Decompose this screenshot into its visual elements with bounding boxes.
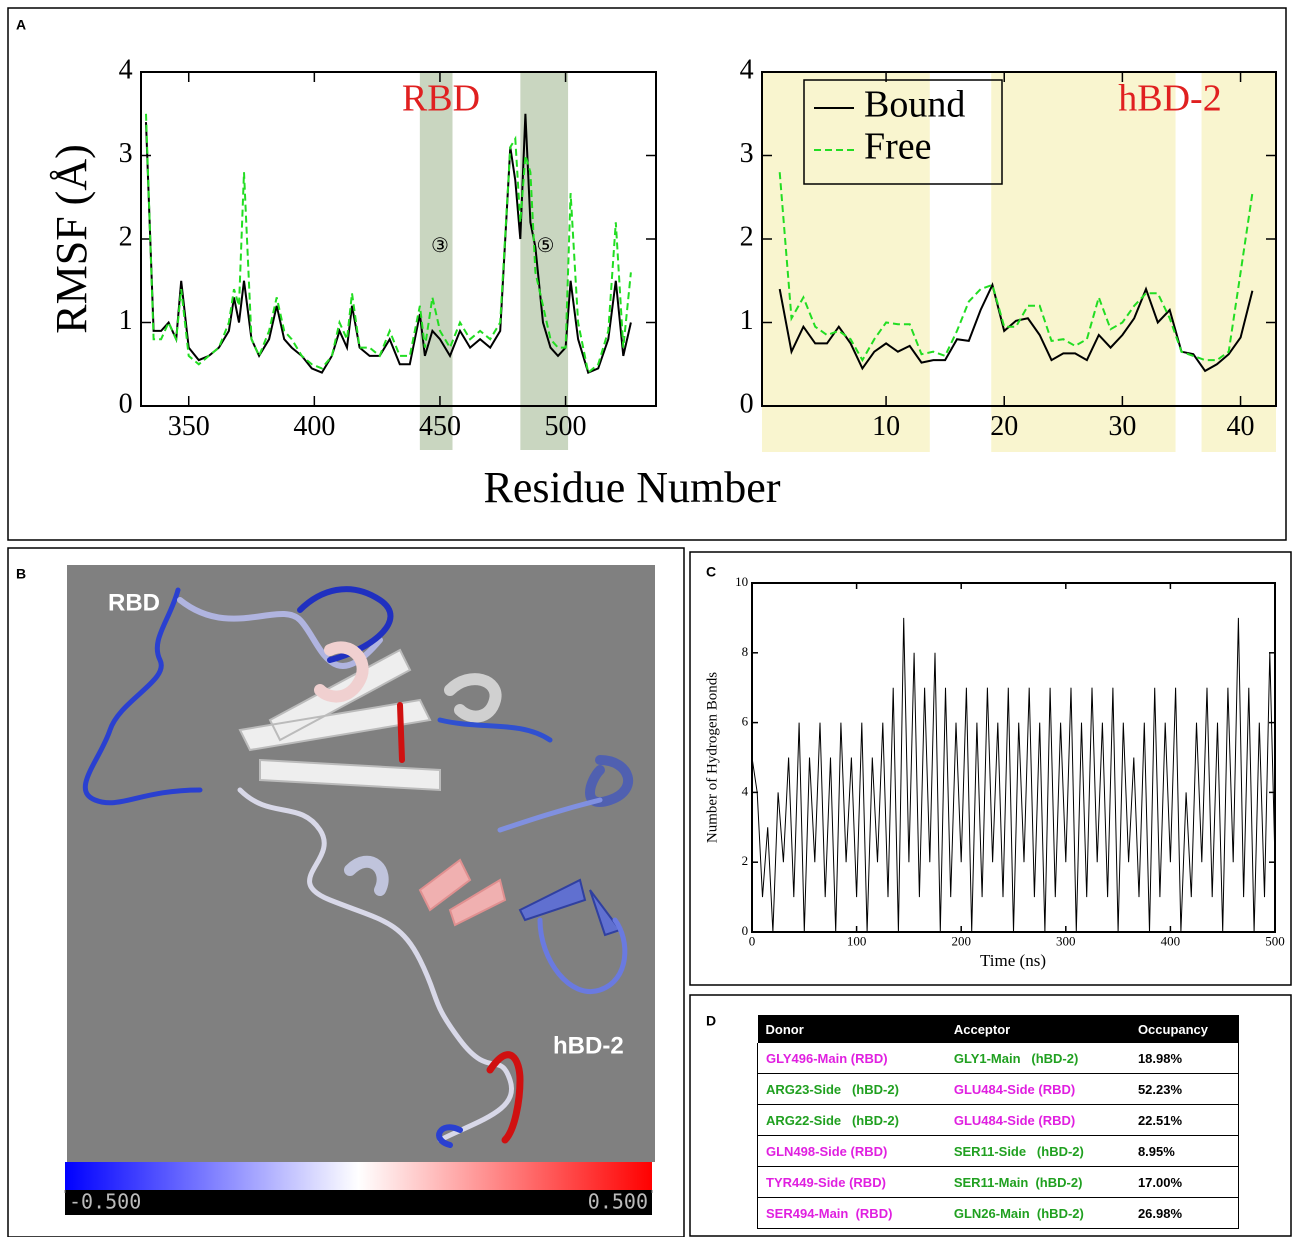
x-tick-label: 400 <box>293 411 335 442</box>
x-tick-label: 450 <box>419 411 461 442</box>
y-tick-label: 4 <box>742 783 749 798</box>
y-tick-label: 3 <box>740 138 754 169</box>
panel-label: A <box>16 17 26 33</box>
table-header-cell: Donor <box>757 1015 946 1043</box>
y-tick-label: 1 <box>740 305 754 336</box>
colorbar <box>65 1162 652 1190</box>
x-tick-label: 350 <box>168 411 210 442</box>
colorbar-label-strip <box>65 1190 652 1215</box>
table-cell: 52.23% <box>1129 1073 1239 1105</box>
table-header-cell: Acceptor <box>945 1015 1130 1043</box>
table-cell: GLN498-Side (RBD) <box>756 1135 946 1167</box>
colorbar-tick-label: -0.500 <box>69 1190 141 1214</box>
series-line <box>145 113 632 375</box>
table-row: GLN498-Side (RBD) SER11-Side (hBD-2) 8.95% <box>756 1135 1239 1167</box>
structure-label: RBD <box>108 589 160 616</box>
table-cell: SER494-Main (RBD) <box>756 1197 946 1229</box>
chart-title: hBD-2 <box>1118 78 1221 120</box>
x-tick-label: 30 <box>1108 411 1136 442</box>
table-header-cell: Occupancy <box>1129 1015 1239 1043</box>
x-tick-label: 400 <box>1161 933 1181 948</box>
table-row: ARG22-Side (hBD-2) GLU484-Side (RBD) 22.51… <box>756 1104 1239 1136</box>
table-row: TYR449-Side (RBD) SER11-Main (hBD-2) 17.00… <box>756 1166 1239 1198</box>
panel-frame <box>7 7 1287 541</box>
y-tick-label: 0 <box>740 388 754 419</box>
y-tick-label: 8 <box>742 644 749 659</box>
table-cell: SER11-Side (hBD-2) <box>945 1135 1130 1167</box>
table-cell: GLU484-Side (RBD) <box>945 1073 1130 1105</box>
shaded-region <box>1201 72 1276 452</box>
y-tick-label: 10 <box>735 574 748 589</box>
x-tick-label: 500 <box>1265 933 1285 948</box>
x-axis-label: Time (ns) <box>980 951 1046 970</box>
y-tick-label: 4 <box>119 54 133 85</box>
chart-title: RBD <box>402 78 480 120</box>
y-tick-label: 0 <box>742 923 749 938</box>
legend-label: Free <box>864 126 932 168</box>
y-tick-label: 2 <box>742 853 749 868</box>
y-tick-label: 3 <box>119 138 133 169</box>
x-tick-label: 40 <box>1227 411 1255 442</box>
colorbar-tick-label: 0.500 <box>588 1190 648 1214</box>
table-cell: GLY496-Main (RBD) <box>756 1043 946 1074</box>
table-cell: GLN26-Main (hBD-2) <box>945 1197 1130 1229</box>
x-tick-label: 10 <box>872 411 900 442</box>
shaded-region <box>520 72 569 450</box>
panel-frame <box>689 994 1292 1237</box>
table-cell: ARG22-Side (hBD-2) <box>756 1104 946 1136</box>
protein-ribbon <box>82 586 634 1148</box>
table-row: ARG23-Side (hBD-2) GLU484-Side (RBD) 52.23… <box>756 1073 1239 1105</box>
shaded-region <box>762 72 930 452</box>
x-tick-label: 200 <box>951 933 971 948</box>
legend-label: Bound <box>864 84 965 126</box>
x-tick-label: 0 <box>749 933 756 948</box>
hydrogen-bond-table: Donor Acceptor Occupancy GLY496-Main (RBD) G… <box>756 1015 1239 1229</box>
table-cell: 26.98% <box>1129 1197 1239 1229</box>
table-header-row: Donor Acceptor Occupancy <box>757 1015 1239 1043</box>
x-tick-label: 100 <box>847 933 867 948</box>
y-tick-label: 4 <box>740 54 754 85</box>
series-line <box>751 617 1276 933</box>
y-tick-label: 0 <box>119 388 133 419</box>
table-cell: 22.51% <box>1129 1104 1239 1136</box>
shaded-region <box>991 72 1176 452</box>
table-cell: ARG23-Side (hBD-2) <box>756 1073 946 1105</box>
x-tick-label: 20 <box>990 411 1018 442</box>
table-row: SER494-Main (RBD) GLN26-Main (hBD-2) 26.98… <box>756 1197 1239 1229</box>
y-tick-label: 1 <box>119 305 133 336</box>
panel-label: C <box>706 564 716 580</box>
series-line <box>778 281 1254 373</box>
y-tick-label: 6 <box>742 714 749 729</box>
annotation: ③ <box>431 235 449 257</box>
y-axis-label: Number of Hydrogen Bonds <box>704 672 720 843</box>
panel-label: D <box>706 1013 716 1029</box>
y-tick-label: 2 <box>740 221 754 252</box>
structure-label: hBD-2 <box>553 1032 624 1059</box>
shaded-region <box>419 72 453 450</box>
series-line <box>778 172 1254 363</box>
panel-frame <box>689 551 1292 986</box>
table-cell: 8.95% <box>1129 1135 1239 1167</box>
series-line <box>145 113 632 374</box>
table-cell: 17.00% <box>1129 1166 1239 1198</box>
panel-label: B <box>16 566 26 582</box>
table-cell: 18.98% <box>1129 1043 1239 1074</box>
panel-frame <box>7 547 685 1237</box>
plot-frame <box>140 71 657 407</box>
y-axis-label: RMSF (Å) <box>47 144 96 334</box>
table-row: GLY496-Main (RBD) GLY1-Main (hBD-2) 18.98% <box>756 1043 1239 1074</box>
x-tick-label: 500 <box>545 411 587 442</box>
annotation: ⑤ <box>536 235 554 257</box>
table-cell: SER11-Main (hBD-2) <box>945 1166 1130 1198</box>
table-cell: GLY1-Main (hBD-2) <box>945 1043 1130 1074</box>
x-axis-label: Residue Number <box>484 463 781 512</box>
x-tick-label: 300 <box>1056 933 1076 948</box>
legend-box <box>803 79 1003 185</box>
y-tick-label: 2 <box>119 221 133 252</box>
table-cell: TYR449-Side (RBD) <box>756 1166 946 1198</box>
table-cell: GLU484-Side (RBD) <box>945 1104 1130 1136</box>
